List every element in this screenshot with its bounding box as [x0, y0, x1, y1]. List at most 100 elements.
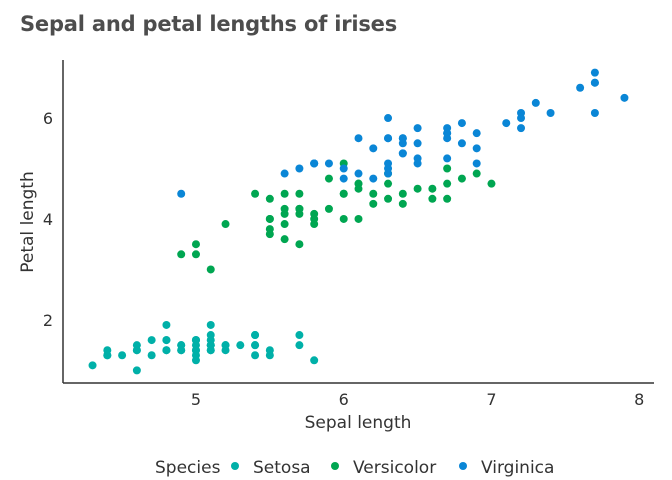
x-axis-title: Sepal length	[305, 413, 412, 433]
data-point-virginica	[472, 144, 481, 153]
y-tick-label: 4	[43, 210, 53, 229]
data-point-versicolor	[265, 194, 274, 203]
chart-title: Sepal and petal lengths of irises	[20, 12, 398, 36]
y-tick-label: 6	[43, 109, 53, 128]
data-point-versicolor	[384, 194, 393, 203]
data-point-virginica	[472, 129, 481, 138]
data-point-virginica	[339, 164, 348, 173]
data-point-versicolor	[191, 240, 200, 249]
x-tick-labels: 5 6 7 8	[191, 390, 644, 409]
data-point-virginica	[413, 154, 422, 163]
data-point-virginica	[177, 189, 186, 198]
data-point-setosa	[162, 336, 171, 345]
data-point-virginica	[384, 164, 393, 173]
data-point-virginica	[502, 119, 511, 128]
data-point-versicolor	[251, 189, 260, 198]
data-point-virginica	[413, 139, 422, 148]
data-point-setosa	[88, 361, 97, 370]
data-point-setosa	[162, 320, 171, 329]
data-point-setosa	[132, 346, 141, 355]
data-point-virginica	[384, 134, 393, 143]
data-point-versicolor	[354, 184, 363, 193]
data-point-versicolor	[280, 204, 289, 213]
legend-title: Species	[155, 458, 221, 478]
data-point-versicolor	[177, 250, 186, 259]
data-point-setosa	[147, 336, 156, 345]
data-point-virginica	[369, 144, 378, 153]
data-point-versicolor	[443, 194, 452, 203]
data-point-versicolor	[206, 265, 215, 274]
data-point-virginica	[310, 159, 319, 168]
data-point-versicolor	[280, 235, 289, 244]
data-point-virginica	[546, 108, 555, 117]
data-point-versicolor	[280, 189, 289, 198]
data-point-versicolor	[295, 189, 304, 198]
data-point-setosa	[221, 341, 230, 350]
data-point-virginica	[620, 93, 629, 102]
data-point-versicolor	[487, 179, 496, 188]
data-point-setosa	[295, 331, 304, 340]
data-point-versicolor	[413, 184, 422, 193]
legend: Species Setosa Versicolor Virginica	[155, 458, 554, 478]
data-point-setosa	[251, 351, 260, 360]
data-point-virginica	[472, 159, 481, 168]
data-point-virginica	[517, 114, 526, 123]
data-point-virginica	[295, 164, 304, 173]
data-point-setosa	[206, 336, 215, 345]
data-point-versicolor	[324, 174, 333, 183]
data-point-setosa	[118, 351, 127, 360]
data-point-setosa	[147, 351, 156, 360]
data-point-setosa	[177, 346, 186, 355]
data-point-setosa	[191, 346, 200, 355]
data-point-setosa	[310, 356, 319, 365]
data-point-versicolor	[398, 189, 407, 198]
data-point-versicolor	[339, 214, 348, 223]
data-point-versicolor	[457, 174, 466, 183]
data-point-versicolor	[295, 240, 304, 249]
data-point-virginica	[354, 169, 363, 178]
data-point-virginica	[384, 114, 393, 123]
y-axis-title: Petal length	[18, 171, 38, 273]
data-point-versicolor	[472, 169, 481, 178]
data-point-setosa	[206, 320, 215, 329]
data-point-virginica	[590, 108, 599, 117]
data-point-setosa	[191, 336, 200, 345]
data-point-versicolor	[280, 220, 289, 229]
data-point-virginica	[354, 134, 363, 143]
legend-label-setosa: Setosa	[253, 458, 311, 478]
legend-marker-versicolor	[331, 462, 339, 470]
legend-label-versicolor: Versicolor	[353, 458, 436, 478]
data-point-virginica	[324, 159, 333, 168]
data-point-versicolor	[339, 189, 348, 198]
data-point-virginica	[413, 124, 422, 133]
data-point-versicolor	[384, 179, 393, 188]
legend-marker-setosa	[231, 462, 239, 470]
x-tick-label: 6	[339, 390, 349, 409]
data-point-versicolor	[443, 164, 452, 173]
x-tick-label: 7	[486, 390, 496, 409]
data-point-virginica	[443, 154, 452, 163]
data-point-virginica	[457, 119, 466, 128]
axes	[62, 60, 654, 384]
y-tick-label: 2	[43, 311, 53, 330]
y-tick-labels: 2 4 6	[43, 109, 53, 330]
data-point-versicolor	[324, 204, 333, 213]
legend-marker-virginica	[459, 462, 467, 470]
data-point-versicolor	[191, 250, 200, 259]
data-point-versicolor	[369, 199, 378, 208]
x-tick-label: 5	[191, 390, 201, 409]
data-point-virginica	[369, 174, 378, 183]
legend-label-virginica: Virginica	[481, 458, 554, 478]
data-point-versicolor	[310, 214, 319, 223]
data-point-versicolor	[221, 220, 230, 229]
data-point-setosa	[251, 331, 260, 340]
data-point-virginica	[280, 169, 289, 178]
data-point-versicolor	[428, 194, 437, 203]
data-point-setosa	[236, 341, 245, 350]
data-point-virginica	[517, 124, 526, 133]
data-point-virginica	[590, 68, 599, 77]
data-point-virginica	[398, 139, 407, 148]
data-point-virginica	[576, 83, 585, 92]
x-tick-label: 8	[634, 390, 644, 409]
